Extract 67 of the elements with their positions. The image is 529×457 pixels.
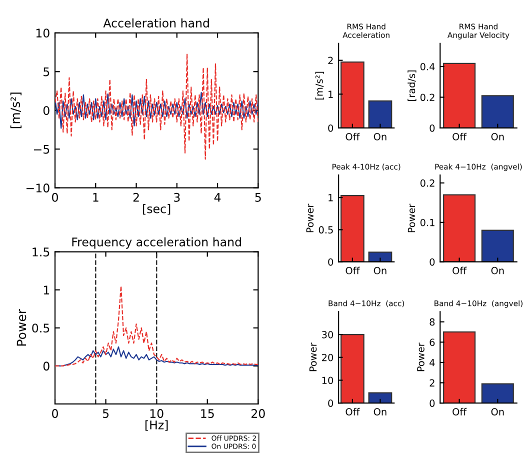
y-tick-label: 1.5 — [32, 248, 50, 256]
y-axis-title: [rad/s] — [408, 70, 416, 101]
line-series — [55, 285, 258, 366]
y-tick-label: 0 — [328, 400, 334, 407]
y-tick-label: 0.5 — [32, 324, 50, 333]
y-tick-label: 4 — [430, 359, 435, 366]
y-tick-label: 1 — [44, 286, 50, 294]
y-axis-title: Power — [16, 309, 26, 346]
x-tick-label: Off — [452, 132, 467, 140]
x-tick-label: 1 — [93, 193, 98, 202]
x-tick-label: 3 — [174, 192, 180, 202]
x-tick-label: 0 — [52, 409, 58, 418]
x-axis-title: [Hz] — [145, 420, 168, 431]
y-tick-label: 0 — [43, 362, 50, 371]
x-tick-label: 5 — [102, 409, 109, 418]
line-series — [55, 53, 258, 160]
y-tick-label: 5 — [44, 68, 50, 76]
x-tick-label: Off — [346, 132, 360, 140]
x-tick-label: On — [374, 408, 386, 416]
y-axis-title: Power — [417, 342, 424, 372]
y-tick-label: 0 — [430, 400, 435, 407]
y-tick-label: 0.2 — [420, 179, 434, 187]
y-tick-label: 0 — [328, 258, 334, 266]
y-tick-label: 0.4 — [420, 62, 435, 70]
y-tick-label: 0.2 — [420, 94, 434, 102]
x-tick-label: 4 — [214, 193, 221, 202]
y-axis-title: [m/s²] — [10, 92, 22, 128]
y-tick-label: 8 — [430, 318, 435, 326]
x-tick-label: 10 — [150, 409, 164, 418]
x-tick-label: 20 — [252, 409, 265, 418]
x-axis-title: [sec] — [143, 204, 170, 215]
x-tick-label: 15 — [201, 409, 214, 418]
x-tick-label: Off — [346, 408, 360, 416]
y-tick-label: 0.5 — [318, 226, 333, 234]
x-tick-label: On — [491, 132, 504, 140]
y-tick-label: 2 — [328, 56, 333, 64]
x-tick-label: On — [491, 266, 504, 274]
y-axis-title: Power — [306, 204, 314, 232]
x-tick-label: Off — [452, 266, 467, 274]
y-tick-label: 0.1 — [420, 218, 434, 226]
y-tick-label: −10 — [26, 184, 50, 192]
x-tick-label: 0 — [52, 192, 58, 202]
y-tick-label: 30 — [322, 331, 334, 338]
y-tick-label: 10 — [36, 28, 50, 38]
y-tick-label: 10 — [322, 376, 334, 384]
y-tick-label: 0 — [328, 124, 334, 132]
y-axis-title: Power — [408, 204, 416, 232]
y-tick-label: −5 — [34, 144, 50, 154]
x-tick-label: 5 — [255, 193, 261, 202]
y-tick-label: 0 — [43, 106, 50, 116]
y-tick-label: 1 — [328, 90, 333, 98]
y-axis-title: Power — [309, 342, 317, 372]
line-series — [55, 92, 258, 129]
x-tick-label: On — [374, 132, 386, 140]
y-tick-label: 0 — [430, 258, 435, 266]
y-tick-label: 20 — [322, 354, 334, 362]
x-tick-label: On — [374, 266, 386, 274]
x-tick-label: Off — [452, 408, 467, 416]
chart-title: Frequency acceleration hand — [72, 237, 241, 249]
y-axis-title: [m/s²] — [315, 72, 324, 100]
x-tick-label: On — [491, 408, 504, 416]
x-tick-label: Off — [346, 266, 360, 274]
y-tick-label: 0 — [430, 124, 435, 132]
chart-title: Acceleration hand — [103, 18, 209, 28]
y-tick-label: 6 — [430, 338, 435, 346]
y-tick-label: 2 — [430, 379, 434, 386]
x-tick-label: 2 — [133, 192, 139, 202]
